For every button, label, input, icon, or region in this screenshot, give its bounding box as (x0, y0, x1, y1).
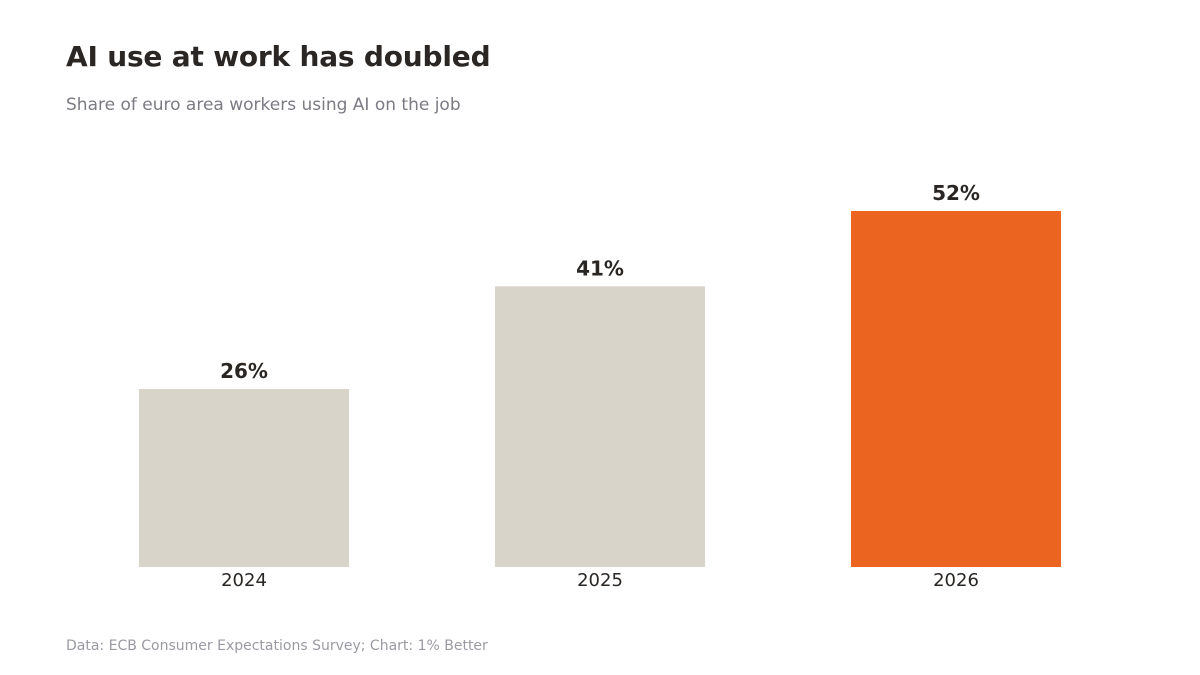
chart-title: AI use at work has doubled (66, 40, 491, 73)
source-note: Data: ECB Consumer Expectations Survey; … (66, 638, 488, 654)
bar-2026 (851, 211, 1061, 567)
value-label-2024: 26% (220, 359, 268, 383)
chart-subtitle: Share of euro area workers using AI on t… (66, 95, 461, 115)
value-label-2025: 41% (576, 256, 624, 280)
bar-2024 (139, 389, 349, 567)
category-label-2024: 2024 (221, 570, 267, 591)
value-label-2026: 52% (932, 181, 980, 205)
category-label-2026: 2026 (933, 570, 979, 591)
category-label-2025: 2025 (577, 570, 623, 591)
bar-2025 (495, 286, 705, 567)
